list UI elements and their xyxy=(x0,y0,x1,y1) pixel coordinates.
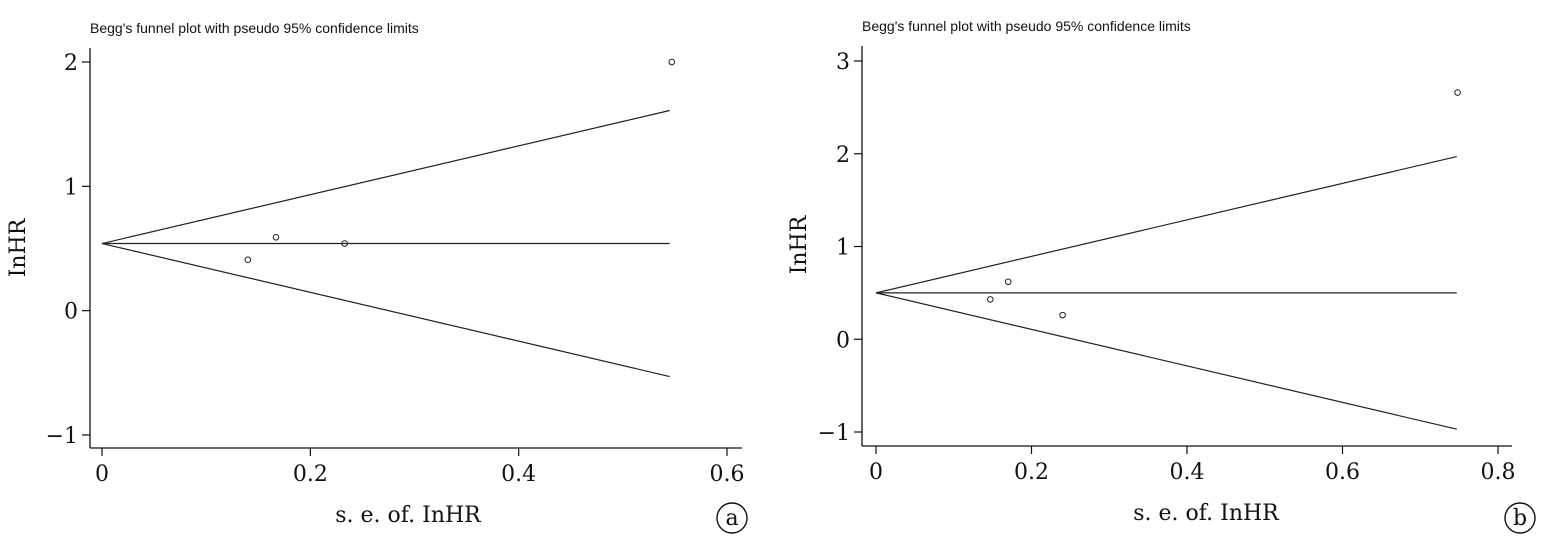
study-point xyxy=(272,234,280,241)
funnel-lower-limit-line xyxy=(875,292,1457,430)
study-point xyxy=(1059,311,1066,319)
y-tick-label: 2 xyxy=(836,143,850,168)
y-tick-label: −1 xyxy=(46,424,78,449)
y-axis-label: InHR xyxy=(787,214,812,274)
y-tick-label: 0 xyxy=(836,328,850,353)
x-tick-label: 0.8 xyxy=(1481,460,1516,485)
study-point xyxy=(1454,89,1461,96)
x-tick-label: 0.2 xyxy=(1014,460,1049,485)
y-tick-label: 2 xyxy=(64,51,78,76)
funnel-upper-limit-line xyxy=(875,155,1457,294)
chart-panel-b: Begg's funnel plot with pseudo 95% confi… xyxy=(787,18,1536,534)
x-axis-label: s. e. of. InHR xyxy=(335,503,482,528)
panel-tag-label: a xyxy=(725,506,738,531)
chart-title: Begg's funnel plot with pseudo 95% confi… xyxy=(90,20,419,36)
y-tick-label: 0 xyxy=(64,300,78,325)
y-tick-label: 3 xyxy=(836,50,850,75)
panel-tag-circle xyxy=(716,502,748,534)
funnel-lower-limit-line xyxy=(101,242,670,378)
x-tick-label: 0.2 xyxy=(293,462,328,487)
study-point xyxy=(341,240,349,247)
y-tick-label: 1 xyxy=(836,236,850,261)
y-tick-label: −1 xyxy=(818,421,850,446)
x-tick-label: 0 xyxy=(95,462,109,487)
funnel-upper-limit-line xyxy=(101,109,670,245)
x-tick-label: 0.6 xyxy=(710,462,745,487)
y-axis-label: InHR xyxy=(6,217,31,277)
x-tick-label: 0 xyxy=(869,460,883,485)
x-tick-label: 0.4 xyxy=(501,462,536,487)
study-point xyxy=(1004,278,1012,286)
y-tick-label: 1 xyxy=(64,175,78,200)
panel-tag-circle xyxy=(1504,502,1536,534)
panel-tag-label: b xyxy=(1513,506,1527,531)
study-point xyxy=(668,58,676,66)
study-point xyxy=(986,296,994,303)
chart-panel-a: Begg's funnel plot with pseudo 95% confi… xyxy=(6,20,748,534)
chart-title: Begg's funnel plot with pseudo 95% confi… xyxy=(862,18,1191,34)
x-axis-label: s. e. of. InHR xyxy=(1133,501,1280,526)
x-tick-label: 0.6 xyxy=(1325,460,1360,485)
x-tick-label: 0.4 xyxy=(1170,460,1205,485)
study-point xyxy=(244,256,252,263)
